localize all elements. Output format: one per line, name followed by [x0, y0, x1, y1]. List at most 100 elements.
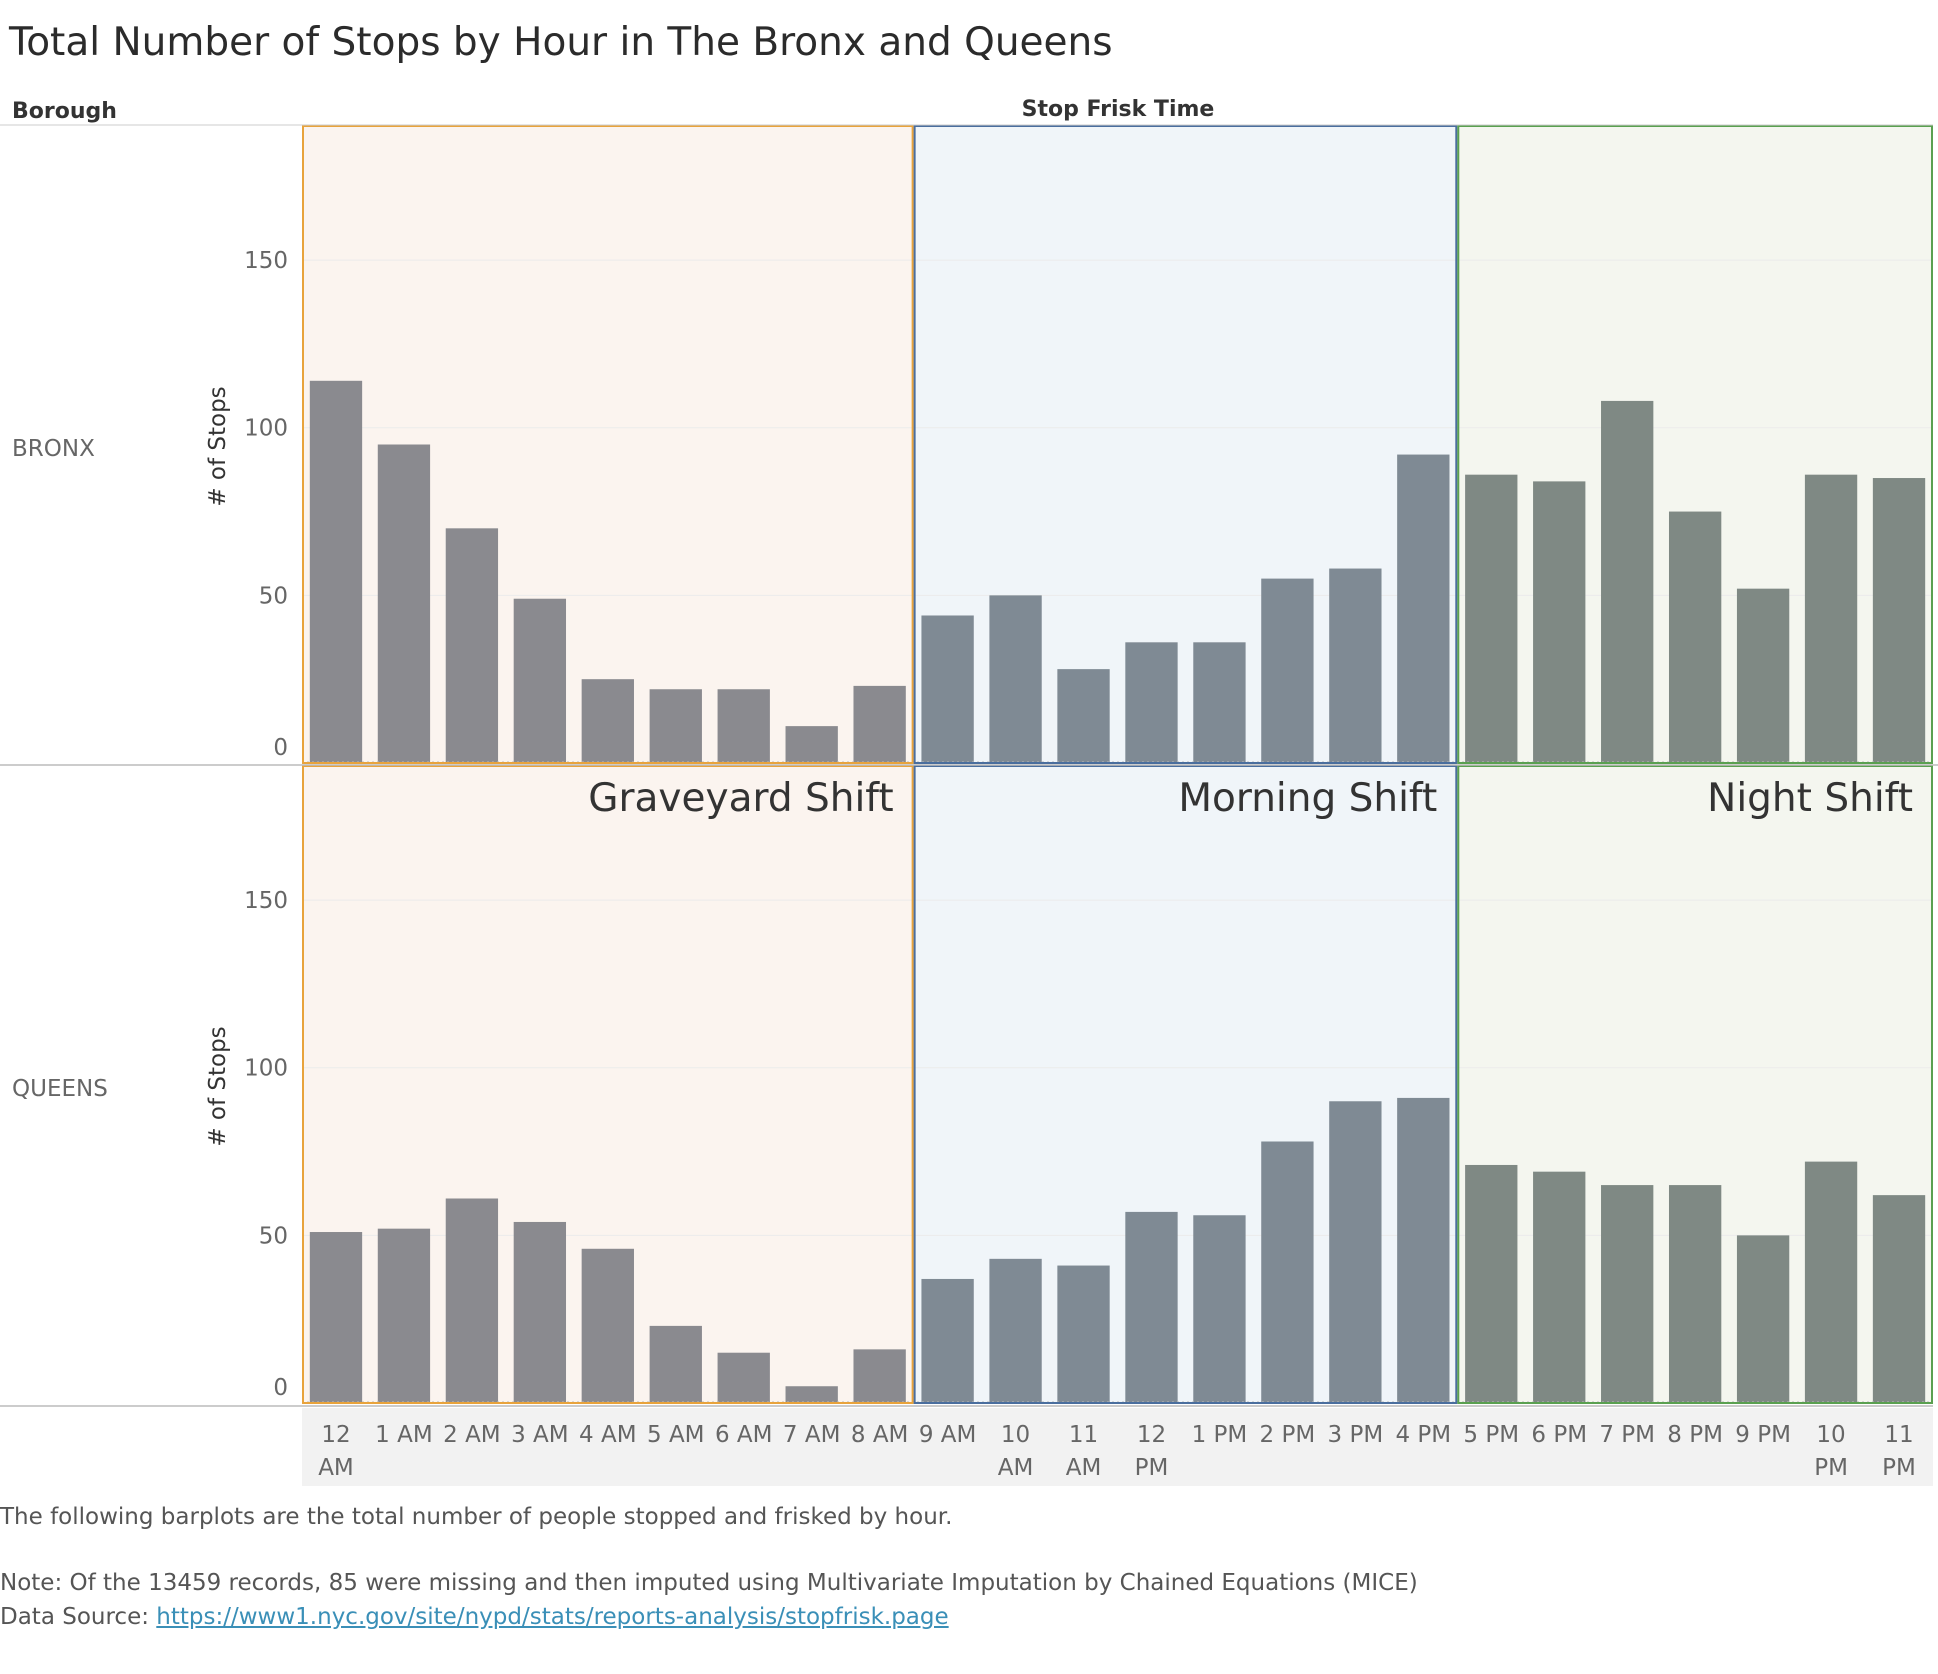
bar-bronx-13[interactable]: [1193, 642, 1246, 763]
bar-queens-15[interactable]: [1329, 1101, 1382, 1403]
bar-bronx-12[interactable]: [1125, 642, 1178, 763]
y-tick-label-0-0: 0: [273, 735, 288, 761]
bar-bronx-4[interactable]: [581, 679, 634, 763]
y-tick-label-1-0: 0: [273, 1375, 288, 1401]
shift-border-1-0: [302, 765, 914, 1404]
bar-queens-14[interactable]: [1261, 1141, 1314, 1403]
bar-queens-19[interactable]: [1601, 1185, 1654, 1403]
y-tick-label-0-1: 50: [259, 583, 288, 609]
bar-bronx-8[interactable]: [853, 685, 906, 763]
x-tick-label-15: 3 PM: [1328, 1422, 1384, 1448]
bar-queens-2[interactable]: [445, 1198, 499, 1403]
bar-bronx-9[interactable]: [921, 615, 974, 763]
bar-queens-8[interactable]: [853, 1349, 906, 1403]
x-tick-label-8: 8 AM: [851, 1422, 909, 1448]
bar-bronx-5[interactable]: [649, 689, 702, 763]
y-axis-label-1: # of Stops: [205, 1026, 231, 1146]
x-tick-label-1: 1 AM: [375, 1422, 433, 1448]
x-tick-label-20: 8 PM: [1667, 1422, 1723, 1448]
x-tick-label-19: 7 PM: [1599, 1422, 1655, 1448]
row-label-bronx: BRONX: [12, 436, 95, 462]
y-tick-label-1-3: 150: [244, 888, 288, 914]
bar-queens-10[interactable]: [989, 1258, 1042, 1403]
shift-border-1-1: [913, 765, 1458, 1404]
y-tick-label-1-1: 50: [259, 1223, 288, 1249]
bar-queens-6[interactable]: [717, 1352, 770, 1403]
column-header: Stop Frisk Time: [1022, 97, 1215, 122]
x-tick-label-13: 1 PM: [1192, 1422, 1248, 1448]
bar-bronx-7[interactable]: [785, 726, 838, 763]
bar-bronx-22[interactable]: [1804, 474, 1858, 763]
bar-bronx-11[interactable]: [1057, 669, 1110, 763]
bar-bronx-19[interactable]: [1601, 400, 1654, 763]
bar-queens-1[interactable]: [377, 1228, 431, 1403]
chart-description: The following barplots are the total num…: [0, 1504, 953, 1530]
x-tick-label-6: 6 AM: [715, 1422, 773, 1448]
x-tick-label-2: 2 AM: [443, 1422, 501, 1448]
x-tick-label-5: 5 AM: [647, 1422, 705, 1448]
y-tick-label-1-2: 100: [244, 1056, 288, 1082]
x-tick-label-21: 9 PM: [1735, 1422, 1791, 1448]
x-tick-label-18: 6 PM: [1531, 1422, 1587, 1448]
data-source: Data Source: https://www1.nyc.gov/site/n…: [0, 1600, 1900, 1634]
shift-label-0: Graveyard Shift: [588, 776, 893, 821]
x-tick-label-4: 4 AM: [579, 1422, 637, 1448]
imputation-note: Note: Of the 13459 records, 85 were miss…: [0, 1570, 1418, 1596]
stops-by-hour-chart: Total Number of Stops by Hour in The Bro…: [0, 20, 1938, 1486]
bar-bronx-18[interactable]: [1533, 481, 1586, 763]
shift-label-1: Morning Shift: [1178, 776, 1437, 821]
y-axis-label-0: # of Stops: [205, 386, 231, 506]
bar-queens-7[interactable]: [785, 1386, 838, 1403]
bar-queens-12[interactable]: [1125, 1211, 1178, 1403]
shift-label-2: Night Shift: [1707, 776, 1913, 821]
bar-queens-20[interactable]: [1668, 1185, 1722, 1403]
bar-bronx-21[interactable]: [1736, 588, 1790, 763]
bar-queens-21[interactable]: [1736, 1235, 1790, 1403]
bar-queens-16[interactable]: [1397, 1097, 1450, 1403]
bar-queens-13[interactable]: [1193, 1215, 1246, 1403]
bar-queens-3[interactable]: [513, 1221, 567, 1403]
bar-queens-0[interactable]: [309, 1232, 363, 1403]
bar-bronx-1[interactable]: [377, 444, 431, 764]
x-tick-label-11: 11 AM: [1066, 1422, 1102, 1481]
bar-bronx-3[interactable]: [513, 598, 567, 763]
data-source-link[interactable]: https://www1.nyc.gov/site/nypd/stats/rep…: [156, 1604, 949, 1630]
x-tick-label-7: 7 AM: [783, 1422, 841, 1448]
bar-queens-23[interactable]: [1872, 1195, 1926, 1403]
bar-queens-18[interactable]: [1533, 1171, 1586, 1403]
bar-queens-11[interactable]: [1057, 1265, 1110, 1403]
bar-bronx-20[interactable]: [1668, 511, 1722, 763]
bar-queens-22[interactable]: [1804, 1161, 1858, 1403]
shift-border-0-2: [1457, 125, 1933, 764]
x-tick-label-10: 10 AM: [998, 1422, 1034, 1481]
bar-queens-4[interactable]: [581, 1248, 634, 1403]
bar-bronx-23[interactable]: [1872, 478, 1926, 763]
bar-queens-17[interactable]: [1465, 1164, 1518, 1403]
x-axis-band: [302, 1408, 1933, 1486]
bar-queens-9[interactable]: [921, 1278, 974, 1403]
shift-border-0-1: [913, 125, 1458, 764]
x-tick-label-9: 9 AM: [919, 1422, 977, 1448]
bar-bronx-6[interactable]: [717, 689, 770, 763]
data-source-label: Data Source:: [0, 1604, 149, 1630]
shift-border-1-2: [1457, 765, 1933, 1404]
bar-bronx-2[interactable]: [445, 528, 499, 763]
shift-border-0-0: [302, 125, 914, 764]
bar-bronx-16[interactable]: [1397, 454, 1450, 763]
bar-bronx-0[interactable]: [309, 380, 363, 763]
x-tick-label-22: 10 PM: [1814, 1422, 1848, 1481]
x-tick-label-0: 12 AM: [318, 1422, 354, 1481]
x-tick-label-12: 12 PM: [1135, 1422, 1169, 1481]
chart-title: Total Number of Stops by Hour in The Bro…: [8, 20, 1113, 65]
bar-bronx-10[interactable]: [989, 595, 1042, 763]
y-tick-label-0-3: 150: [244, 248, 288, 274]
bar-queens-5[interactable]: [649, 1325, 702, 1403]
row-label-queens: QUEENS: [12, 1076, 108, 1102]
y-tick-label-0-2: 100: [244, 416, 288, 442]
chart-notes: The following barplots are the total num…: [0, 1500, 1900, 1634]
x-tick-label-3: 3 AM: [511, 1422, 569, 1448]
row-header: Borough: [12, 99, 117, 124]
bar-bronx-14[interactable]: [1261, 578, 1314, 763]
bar-bronx-17[interactable]: [1465, 474, 1518, 763]
bar-bronx-15[interactable]: [1329, 568, 1382, 763]
